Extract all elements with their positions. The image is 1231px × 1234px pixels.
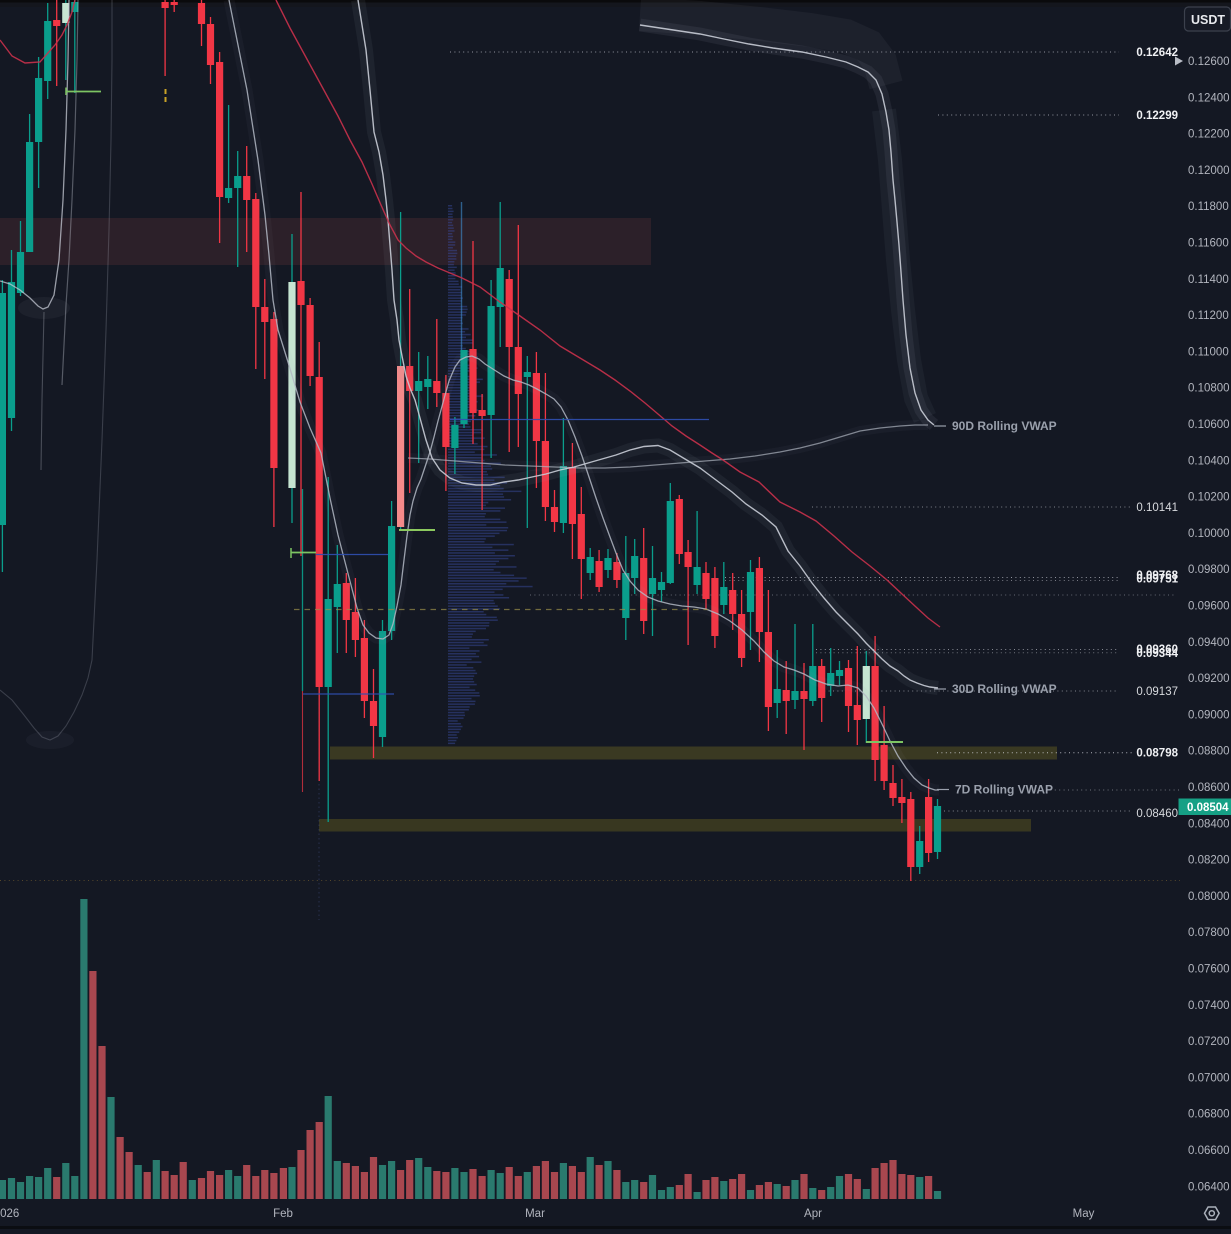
- svg-text:0.11200: 0.11200: [1188, 310, 1229, 322]
- svg-text:0.09751: 0.09751: [1136, 574, 1178, 586]
- svg-text:0.08400: 0.08400: [1188, 818, 1230, 830]
- svg-text:0.12642: 0.12642: [1136, 47, 1178, 59]
- svg-text:0.07000: 0.07000: [1188, 1072, 1230, 1084]
- svg-text:0.08000: 0.08000: [1188, 891, 1230, 903]
- svg-text:0.10141: 0.10141: [1136, 502, 1178, 514]
- svg-text:0.09200: 0.09200: [1188, 673, 1230, 685]
- svg-text:Mar: Mar: [525, 1208, 545, 1220]
- svg-text:90D Rolling VWAP: 90D Rolling VWAP: [952, 419, 1057, 433]
- svg-text:0.11800: 0.11800: [1188, 201, 1229, 213]
- svg-text:0.08798: 0.08798: [1136, 748, 1178, 760]
- svg-text:0.08504: 0.08504: [1187, 802, 1229, 814]
- svg-text:0.08460: 0.08460: [1136, 808, 1178, 820]
- svg-text:0.07600: 0.07600: [1188, 964, 1230, 976]
- svg-text:0.12400: 0.12400: [1188, 92, 1230, 104]
- svg-text:30D Rolling VWAP: 30D Rolling VWAP: [952, 682, 1057, 696]
- svg-text:0.09344: 0.09344: [1136, 648, 1178, 660]
- svg-text:0.09400: 0.09400: [1188, 637, 1230, 649]
- svg-text:0.11000: 0.11000: [1188, 346, 1229, 358]
- svg-text:7D Rolling VWAP: 7D Rolling VWAP: [955, 783, 1053, 797]
- svg-text:0.08800: 0.08800: [1188, 746, 1230, 758]
- svg-text:Feb: Feb: [273, 1208, 293, 1220]
- svg-text:0.09800: 0.09800: [1188, 564, 1230, 576]
- svg-text:0.06800: 0.06800: [1188, 1109, 1230, 1121]
- svg-text:0.07400: 0.07400: [1188, 1000, 1230, 1012]
- svg-text:Apr: Apr: [804, 1208, 822, 1220]
- svg-text:2026: 2026: [0, 1208, 19, 1220]
- svg-text:0.10000: 0.10000: [1188, 528, 1230, 540]
- svg-text:0.07200: 0.07200: [1188, 1036, 1230, 1048]
- svg-text:0.10400: 0.10400: [1188, 455, 1230, 467]
- svg-text:0.11400: 0.11400: [1188, 274, 1229, 286]
- svg-text:0.08200: 0.08200: [1188, 855, 1230, 867]
- svg-text:0.07800: 0.07800: [1188, 927, 1230, 939]
- svg-text:0.10600: 0.10600: [1188, 419, 1230, 431]
- svg-text:0.12600: 0.12600: [1188, 56, 1230, 68]
- svg-text:0.11600: 0.11600: [1188, 238, 1229, 250]
- svg-text:0.10800: 0.10800: [1188, 383, 1230, 395]
- svg-text:USDT: USDT: [1191, 13, 1225, 27]
- svg-text:0.09000: 0.09000: [1188, 709, 1230, 721]
- svg-text:0.09137: 0.09137: [1136, 686, 1178, 698]
- svg-text:0.12000: 0.12000: [1188, 165, 1230, 177]
- svg-text:May: May: [1073, 1208, 1095, 1220]
- svg-text:0.06600: 0.06600: [1188, 1145, 1230, 1157]
- svg-text:0.08600: 0.08600: [1188, 782, 1230, 794]
- svg-text:0.12299: 0.12299: [1136, 110, 1178, 122]
- svg-text:0.06400: 0.06400: [1188, 1181, 1230, 1193]
- svg-text:0.10200: 0.10200: [1188, 492, 1230, 504]
- svg-text:0.12200: 0.12200: [1188, 129, 1230, 141]
- svg-text:0.09600: 0.09600: [1188, 601, 1230, 613]
